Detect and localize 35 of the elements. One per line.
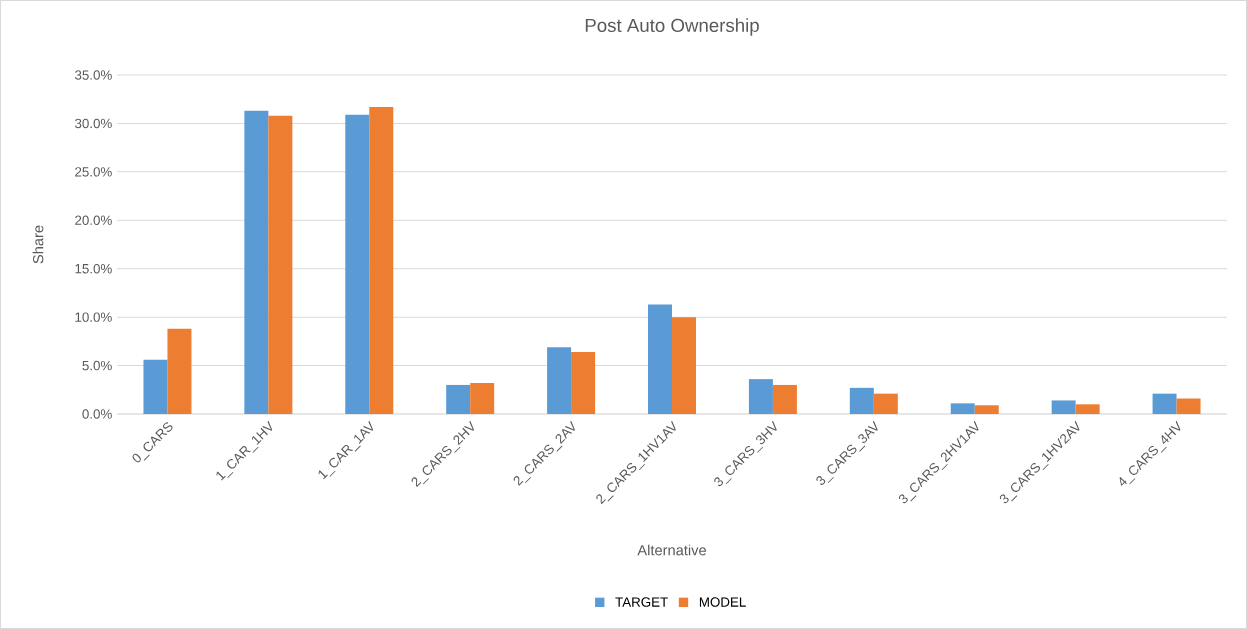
bar xyxy=(1051,400,1076,414)
y-tick-label: 25.0% xyxy=(75,167,112,177)
bar xyxy=(873,393,898,414)
bar xyxy=(849,387,874,414)
bar xyxy=(345,114,370,414)
bar xyxy=(446,384,471,414)
bar xyxy=(648,304,672,414)
bar xyxy=(470,383,495,414)
bar xyxy=(167,328,192,414)
bar xyxy=(547,347,572,414)
bar xyxy=(244,110,269,414)
y-tick-label: 0.0% xyxy=(82,409,112,419)
chart-title: Post Auto Ownership xyxy=(585,18,759,36)
bar xyxy=(1176,398,1201,414)
y-axis-title: Share xyxy=(32,225,44,264)
y-tick-label: 5.0% xyxy=(82,360,112,371)
y-tick-label: 15.0% xyxy=(75,264,112,274)
bar xyxy=(571,352,596,414)
y-tick-label: 20.0% xyxy=(75,215,112,225)
y-tick-label: 30.0% xyxy=(74,118,112,129)
bar xyxy=(772,384,797,414)
bar xyxy=(950,403,975,414)
bar xyxy=(1152,393,1177,414)
legend-label: TARGET xyxy=(615,597,668,607)
x-axis-title: Alternative xyxy=(637,544,706,556)
bar xyxy=(369,106,394,414)
bar xyxy=(268,115,293,414)
y-tick-label: 35.0% xyxy=(74,70,112,80)
bar xyxy=(748,379,773,414)
bar xyxy=(1075,404,1100,414)
y-tick-label: 10.0% xyxy=(75,312,112,322)
bar xyxy=(143,359,168,414)
bar xyxy=(672,317,696,414)
legend-label: MODEL xyxy=(699,597,746,607)
bar xyxy=(974,405,999,414)
